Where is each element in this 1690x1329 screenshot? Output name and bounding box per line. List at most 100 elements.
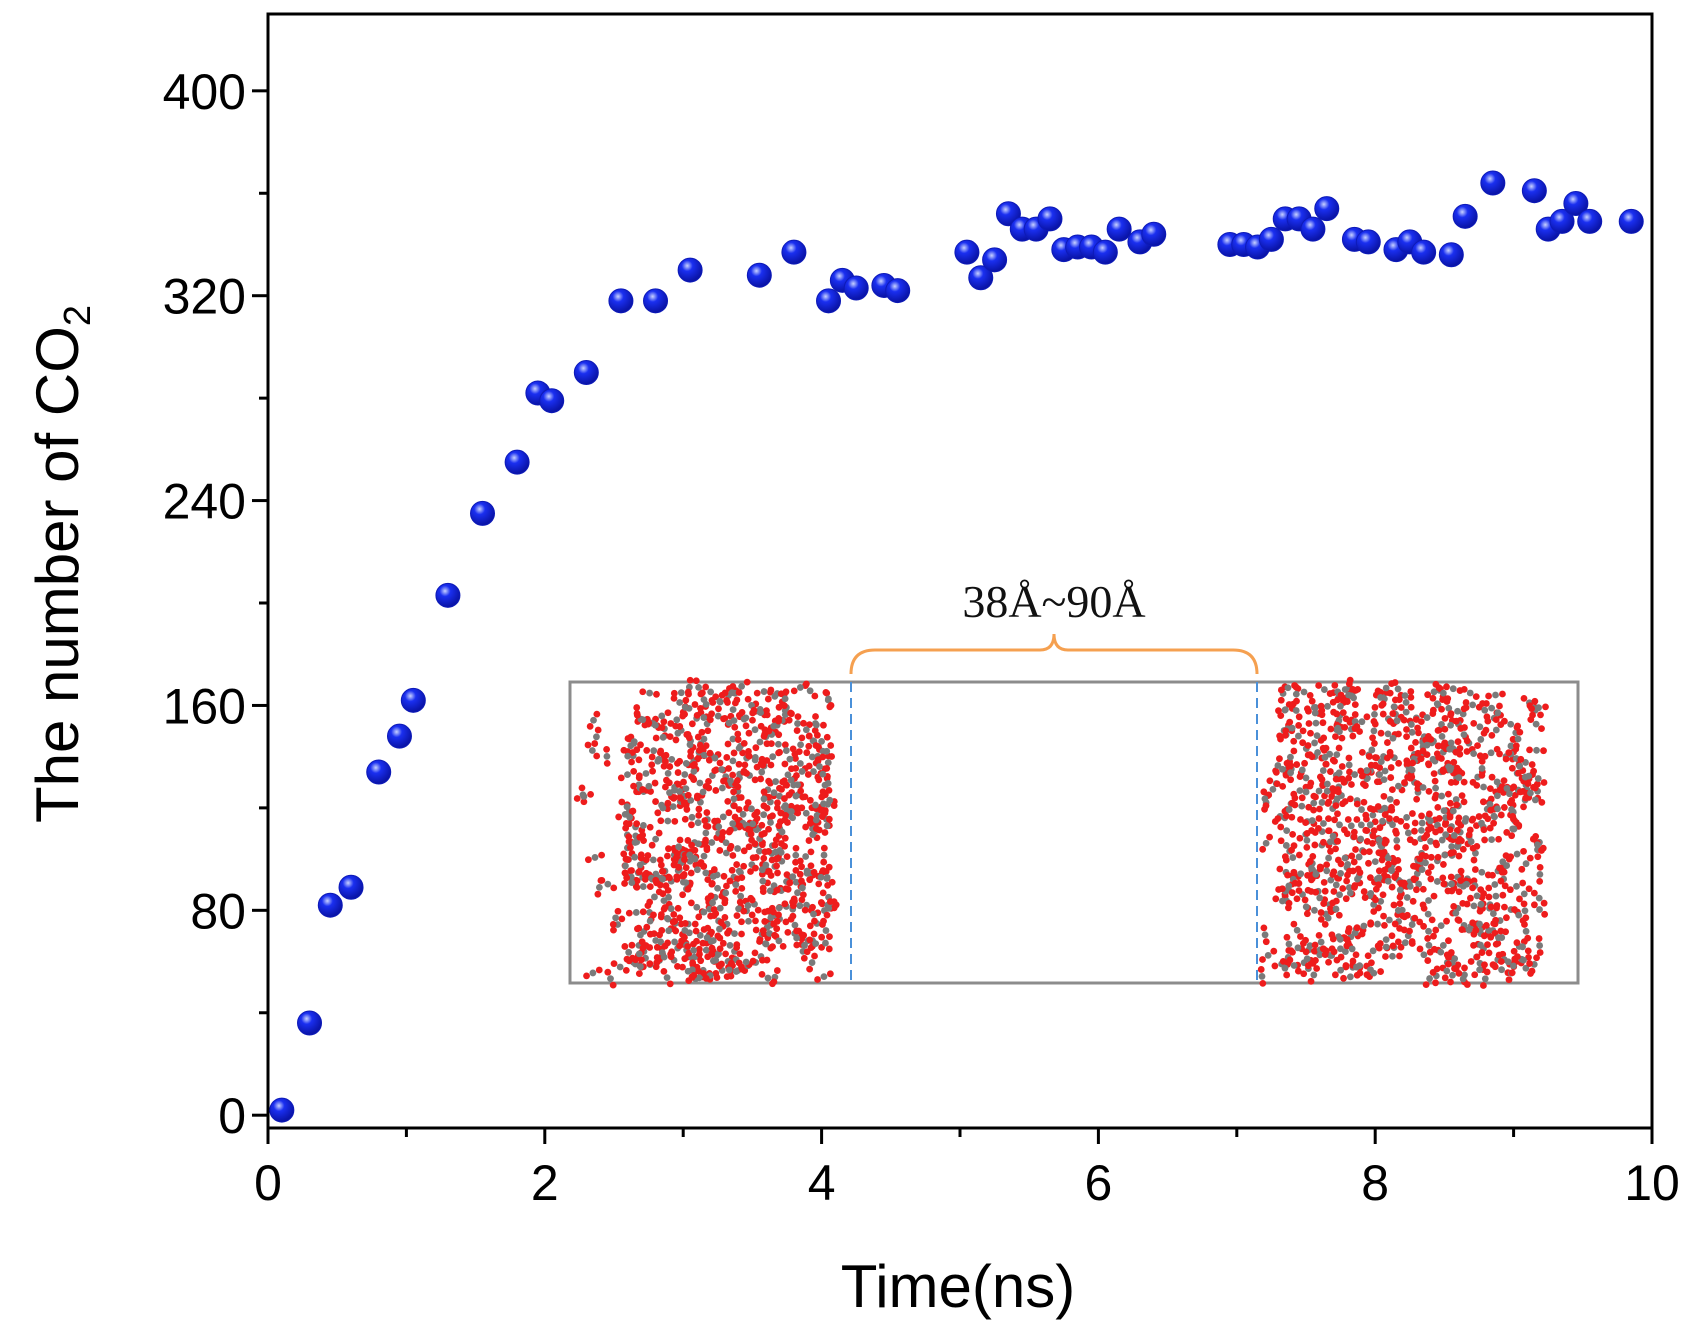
oxygen-atom: [731, 723, 739, 731]
oxygen-atom: [1497, 811, 1505, 819]
oxygen-atom: [1505, 749, 1513, 757]
oxygen-atom: [745, 843, 753, 851]
oxygen-atom: [735, 959, 743, 967]
oxygen-atom: [695, 746, 703, 754]
carbon-atom: [1370, 727, 1378, 735]
carbon-atom: [729, 757, 737, 765]
oxygen-atom: [1430, 770, 1438, 778]
data-point: [1521, 178, 1547, 204]
oxygen-atom: [1479, 798, 1487, 806]
carbon-atom: [688, 813, 696, 821]
oxygen-atom: [780, 702, 788, 710]
carbon-atom: [625, 948, 633, 956]
oxygen-atom: [1363, 815, 1370, 823]
carbon-atom: [1333, 751, 1341, 759]
oxygen-atom: [721, 914, 729, 921]
oxygen-atom: [1429, 694, 1437, 702]
oxygen-atom: [727, 959, 735, 967]
carbon-atom: [1312, 719, 1320, 727]
oxygen-atom: [1346, 795, 1354, 803]
carbon-atom: [631, 839, 639, 846]
oxygen-atom: [1302, 948, 1310, 956]
oxygen-atom: [1376, 824, 1384, 832]
data-point: [608, 288, 634, 314]
carbon-atom: [1310, 704, 1318, 711]
oxygen-atom: [1282, 812, 1290, 820]
oxygen-atom: [697, 690, 705, 698]
data-point: [746, 262, 772, 288]
carbon-atom: [1264, 951, 1272, 959]
oxygen-atom: [672, 927, 680, 935]
carbon-atom: [660, 897, 668, 905]
oxygen-atom: [697, 957, 705, 965]
carbon-atom: [1283, 827, 1291, 835]
oxygen-atom: [1509, 735, 1517, 743]
carbon-atom: [826, 796, 834, 804]
oxygen-atom: [653, 690, 660, 698]
oxygen-atom: [691, 920, 699, 928]
oxygen-atom: [1390, 858, 1398, 866]
axis-ticks: [252, 89, 1654, 1144]
oxygen-atom: [773, 862, 780, 870]
oxygen-atom: [1457, 877, 1464, 885]
oxygen-atom: [716, 962, 723, 970]
carbon-atom: [682, 760, 690, 767]
oxygen-atom: [1434, 853, 1442, 861]
oxygen-atom: [1270, 947, 1278, 955]
oxygen-atom: [1284, 871, 1291, 879]
oxygen-atom: [1413, 780, 1421, 788]
oxygen-atom: [1455, 888, 1463, 896]
carbon-atom: [748, 805, 755, 813]
oxygen-atom: [745, 752, 753, 760]
oxygen-atom: [1480, 826, 1488, 834]
oxygen-atom: [1403, 822, 1410, 830]
carbon-atom: [1300, 688, 1308, 696]
oxygen-atom: [1513, 723, 1521, 731]
oxygen-atom: [1440, 880, 1448, 888]
oxygen-atom: [804, 771, 812, 778]
oxygen-atom: [665, 845, 672, 853]
oxygen-atom: [1343, 877, 1351, 885]
carbon-atom: [1302, 903, 1310, 911]
oxygen-atom: [1365, 859, 1372, 867]
carbon-atom: [796, 902, 804, 910]
oxygen-atom: [1391, 920, 1399, 928]
oxygen-atom: [748, 836, 756, 844]
oxygen-atom: [1388, 932, 1396, 940]
carbon-atom: [813, 721, 820, 729]
data-point: [435, 582, 461, 608]
oxygen-atom: [1353, 723, 1361, 730]
oxygen-atom: [1525, 885, 1533, 893]
oxygen-atom: [1530, 767, 1538, 775]
carbon-atom: [791, 921, 799, 929]
carbon-atom: [771, 692, 779, 700]
oxygen-atom: [1353, 800, 1361, 808]
oxygen-atom: [772, 855, 780, 863]
carbon-atom: [665, 927, 673, 935]
oxygen-atom: [1471, 866, 1479, 873]
carbon-atom: [1382, 684, 1390, 692]
oxygen-atom: [1352, 846, 1359, 853]
oxygen-atom: [1538, 725, 1545, 733]
data-point: [504, 449, 530, 475]
oxygen-atom: [633, 704, 641, 711]
oxygen-atom: [1496, 864, 1503, 872]
carbon-atom: [1381, 804, 1389, 812]
oxygen-atom: [1478, 757, 1486, 765]
oxygen-atom: [1335, 744, 1343, 752]
oxygen-atom: [1538, 799, 1546, 806]
carbon-atom: [1425, 897, 1432, 904]
oxygen-atom: [1520, 803, 1527, 811]
oxygen-atom: [1417, 755, 1425, 763]
oxygen-atom: [753, 814, 761, 822]
oxygen-atom: [784, 819, 791, 826]
data-point: [643, 288, 669, 314]
carbon-atom: [1459, 710, 1467, 718]
oxygen-atom: [759, 956, 766, 964]
carbon-atom: [700, 852, 708, 860]
carbon-atom: [1302, 788, 1310, 796]
carbon-atom: [1466, 689, 1474, 697]
oxygen-atom: [1287, 776, 1295, 784]
carbon-atom: [719, 813, 727, 821]
